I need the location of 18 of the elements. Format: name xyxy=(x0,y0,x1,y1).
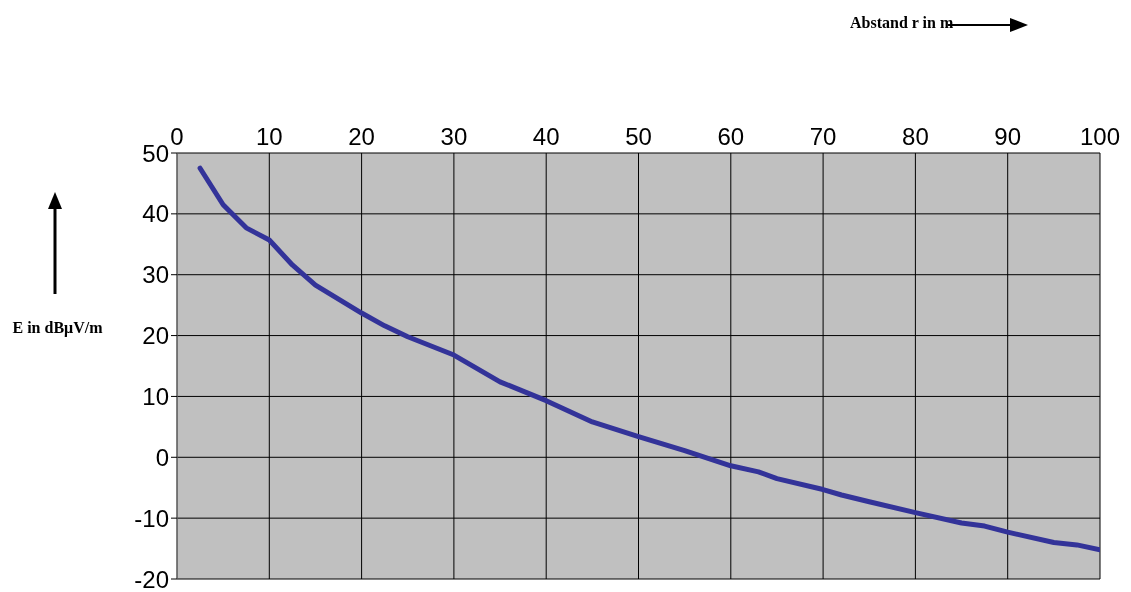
y-tick-label: -20 xyxy=(134,565,169,592)
x-tick-label: 30 xyxy=(440,123,468,150)
x-tick-label: 20 xyxy=(348,123,375,150)
x-tick-label: 50 xyxy=(625,123,652,150)
x-tick-label: 100 xyxy=(1079,123,1121,150)
x-tick-label: 60 xyxy=(717,123,745,150)
y-tick-label: 30 xyxy=(142,261,169,289)
y-tick-label: 40 xyxy=(142,200,169,228)
y-tick-label: 10 xyxy=(142,382,169,410)
x-tick-label: 70 xyxy=(809,123,837,150)
y-tick-label: -10 xyxy=(134,504,169,532)
y-tick-label: 0 xyxy=(155,443,169,471)
x-tick-label: 90 xyxy=(994,123,1022,150)
x-tick-label: 10 xyxy=(255,123,283,150)
x-tick-label: 40 xyxy=(532,123,560,150)
y-tick-label: 20 xyxy=(142,322,169,350)
y-axis-title: E in dBμV/m xyxy=(11,318,104,339)
x-tick-label: 80 xyxy=(902,123,929,150)
